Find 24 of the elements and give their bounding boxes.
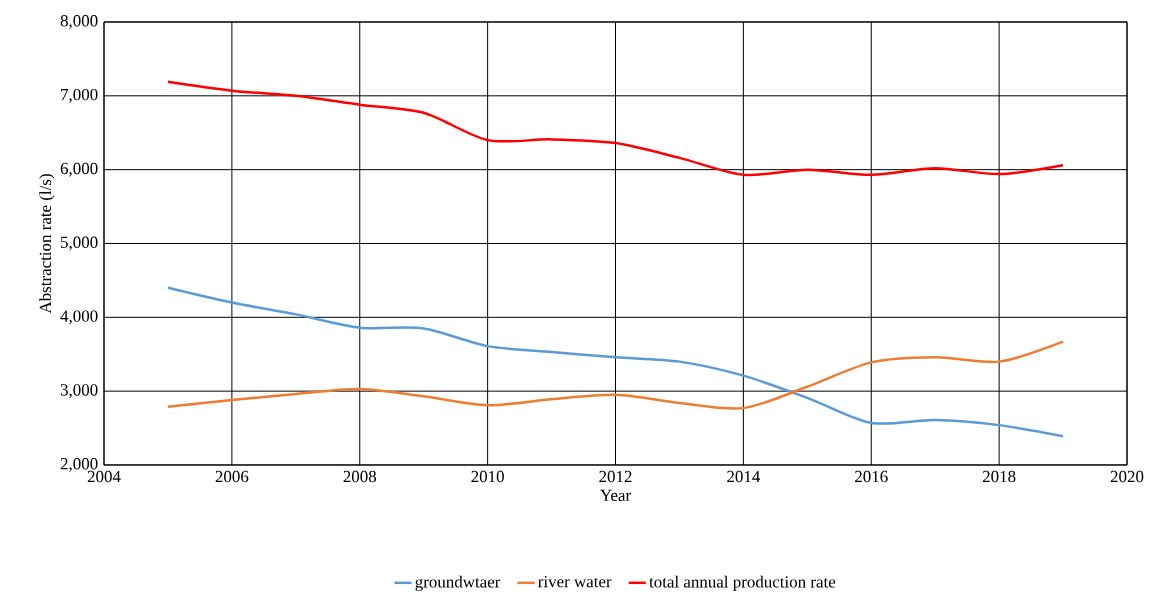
legend-label: groundwtaer (415, 575, 501, 592)
legend-label: river water (538, 575, 612, 588)
y-tick-label: 6,000 (60, 162, 98, 177)
x-tick-label: 2008 (343, 470, 377, 483)
x-tick-label: 2014 (727, 470, 761, 483)
y-tick-label: 2,000 (60, 458, 98, 472)
line-series (166, 286, 1065, 438)
x-tick-label: 2018 (982, 470, 1016, 483)
y-tick-label: 7,000 (61, 88, 98, 103)
x-tick-label: 2016 (855, 470, 888, 483)
x-tick-label: 2012 (599, 470, 632, 483)
y-tick-label: 5,000 (61, 236, 98, 251)
y-tick-label: 4,000 (60, 310, 98, 325)
line-series (166, 340, 1065, 410)
x-tick-label: 2020 (1110, 470, 1144, 483)
x-tick-label: 2004 (87, 470, 121, 483)
y-axis-title: Abstraction rate (l/s) (39, 174, 55, 314)
x-axis-title: Year (600, 489, 631, 502)
y-tick-label: 8,000 (60, 15, 98, 29)
x-tick-label: 2010 (471, 470, 504, 483)
x-tick-label: 2006 (215, 470, 249, 483)
y-tick-label: 3,000 (60, 384, 98, 399)
legend-label: total annual production rate (649, 575, 836, 592)
line-series (166, 80, 1065, 177)
